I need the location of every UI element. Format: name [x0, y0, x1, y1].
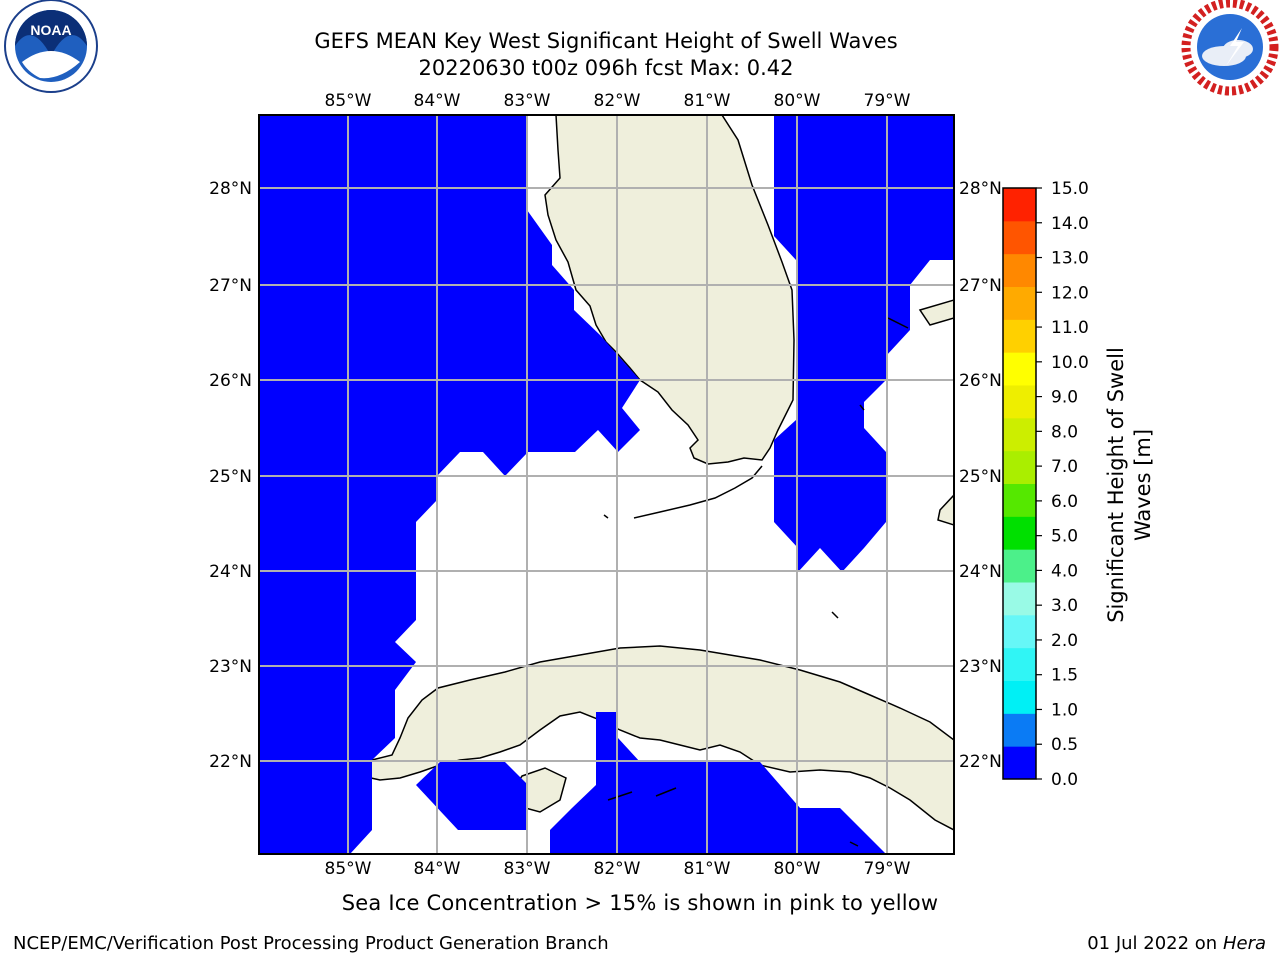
chart-title: GEFS MEAN Key West Significant Height of…	[314, 29, 898, 53]
colorbar-segment	[1003, 549, 1036, 583]
colorbar-tick-label: 1.5	[1051, 666, 1078, 686]
cuba-cays	[607, 787, 859, 847]
lat-label: 22°N	[959, 752, 1002, 772]
colorbar-tick-label: 14.0	[1051, 214, 1089, 234]
national-weather-service-logo	[1181, 0, 1279, 96]
lat-label: 25°N	[209, 467, 252, 487]
noaa-logo: NOAA	[4, 0, 98, 93]
colorbar-label-line1: Significant Height of Swell	[1104, 347, 1128, 623]
colorbar-segment	[1003, 746, 1036, 780]
lon-label: 79°W	[864, 859, 911, 879]
colorbar-segment	[1003, 385, 1036, 419]
colorbar-tick-label: 0.5	[1051, 735, 1078, 755]
lon-label: 84°W	[414, 91, 461, 111]
colorbar-segment	[1003, 713, 1036, 747]
footer-date: 01 Jul 2022 on Hera	[1087, 933, 1266, 954]
footer-date-text: 01 Jul 2022 on	[1087, 933, 1218, 954]
lon-label: 83°W	[504, 91, 551, 111]
lat-labels-right: 28°N 27°N 26°N 25°N 24°N 23°N 22°N	[959, 179, 1002, 772]
colorbar-tick-label: 0.0	[1051, 770, 1078, 790]
colorbar-tick-label: 5.0	[1051, 527, 1078, 547]
florida-keys	[633, 465, 763, 519]
colorbar-segment	[1003, 286, 1036, 320]
lat-label: 22°N	[209, 752, 252, 772]
colorbar-tick-label: 15.0	[1051, 179, 1089, 199]
lat-labels-left: 28°N 27°N 26°N 25°N 24°N 23°N 22°N	[209, 179, 252, 772]
colorbar-tick-label: 2.0	[1051, 631, 1078, 651]
colorbar-segment	[1003, 352, 1036, 386]
map-frame	[258, 114, 955, 855]
colorbar-segment	[1003, 483, 1036, 517]
colorbar-segment	[1003, 253, 1036, 287]
noaa-logo-text: NOAA	[30, 22, 71, 38]
lat-label: 26°N	[209, 371, 252, 391]
bahamas-land-east	[937, 493, 954, 526]
lat-label: 25°N	[959, 467, 1002, 487]
colorbar	[1002, 187, 1037, 780]
lat-label: 27°N	[209, 276, 252, 296]
colorbar-tick-label: 4.0	[1051, 561, 1078, 581]
lon-label: 81°W	[684, 91, 731, 111]
colorbar-tick-label: 12.0	[1051, 283, 1089, 303]
lon-labels-top: 85°W 84°W 83°W 82°W 81°W 80°W 79°W	[325, 91, 911, 111]
lon-label: 81°W	[684, 859, 731, 879]
lat-label: 23°N	[209, 657, 252, 677]
lat-label: 26°N	[959, 371, 1002, 391]
bahamas-land	[918, 299, 954, 326]
colorbar-tick-label: 8.0	[1051, 422, 1078, 442]
colorbar-segment	[1003, 417, 1036, 452]
colorbar-tick-label: 3.0	[1051, 596, 1078, 616]
lat-label: 24°N	[959, 562, 1002, 582]
colorbar-segment	[1003, 647, 1036, 681]
cay-sal	[831, 611, 839, 619]
colorbar-tick-label: 6.0	[1051, 492, 1078, 512]
colorbar-tick-label: 11.0	[1051, 318, 1089, 338]
colorbar-segment	[1003, 450, 1036, 484]
colorbar-segment	[1003, 188, 1036, 222]
lat-label: 23°N	[959, 657, 1002, 677]
colorbar-segment	[1003, 582, 1036, 616]
colorbar-tick-label: 7.0	[1051, 457, 1078, 477]
lon-labels-bottom: 85°W 84°W 83°W 82°W 81°W 80°W 79°W	[325, 859, 911, 879]
colorbar-segment	[1003, 516, 1036, 550]
colorbar-label-line2: Waves [m]	[1131, 429, 1155, 541]
lon-label: 80°W	[774, 91, 821, 111]
colorbar-tick-label: 13.0	[1051, 249, 1089, 269]
swell-field	[259, 115, 954, 854]
dry-tortugas	[603, 514, 609, 519]
lon-label: 84°W	[414, 859, 461, 879]
colorbar-segment	[1003, 614, 1036, 649]
footer-host: Hera	[1222, 933, 1266, 954]
colorbar-tick-label: 1.0	[1051, 700, 1078, 720]
lon-label: 82°W	[594, 91, 641, 111]
grand-bahama	[887, 317, 909, 329]
chart-subtitle: 20220630 t00z 096h fcst Max: 0.42	[418, 56, 794, 80]
lon-label: 82°W	[594, 859, 641, 879]
lon-label: 79°W	[864, 91, 911, 111]
lon-label: 85°W	[325, 91, 372, 111]
lat-label: 28°N	[209, 179, 252, 199]
colorbar-ticks: 0.0 0.5 1.0 1.5 2.0 3.0 4.0 5.0 6.0 7.0 8.0 9.0 10.0…	[1036, 179, 1089, 790]
andros-detail	[859, 404, 865, 411]
lat-label: 27°N	[959, 276, 1002, 296]
lat-label: 28°N	[959, 179, 1002, 199]
florida-land	[544, 115, 795, 465]
colorbar-frame	[1002, 187, 1037, 780]
colorbar-segment	[1003, 680, 1036, 714]
lon-label: 80°W	[774, 859, 821, 879]
colorbar-tick-label: 10.0	[1051, 353, 1089, 373]
colorbar-segment	[1003, 319, 1036, 353]
graticule	[259, 115, 954, 854]
lon-label: 85°W	[325, 859, 372, 879]
sea-ice-footnote: Sea Ice Concentration > 15% is shown in …	[341, 891, 939, 915]
footer-credit: NCEP/EMC/Verification Post Processing Pr…	[13, 933, 609, 954]
colorbar-segment	[1003, 220, 1036, 255]
lat-label: 24°N	[209, 562, 252, 582]
colorbar-tick-label: 9.0	[1051, 388, 1078, 408]
lon-label: 83°W	[504, 859, 551, 879]
